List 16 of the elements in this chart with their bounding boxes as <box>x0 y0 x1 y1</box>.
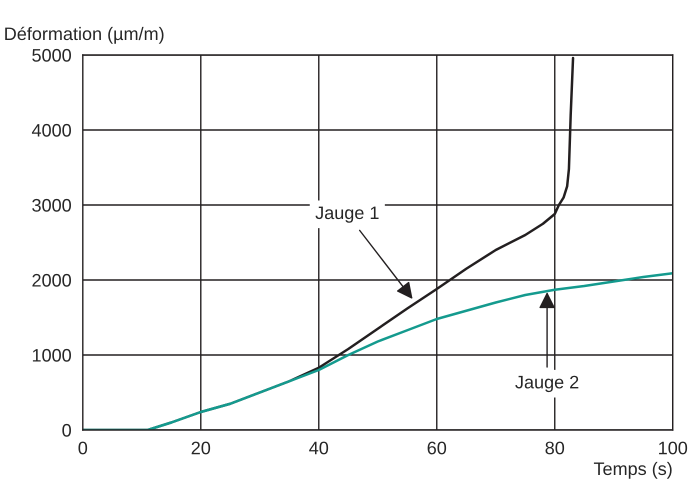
y-tick-label: 5000 <box>32 48 71 62</box>
annotation: Jauge 2 <box>515 376 578 392</box>
x-tick-label: 40 <box>309 442 328 454</box>
x-tick-label: 20 <box>192 442 210 454</box>
y-tick-label: 0 <box>62 424 71 437</box>
x-tick-label: 100 <box>659 442 688 454</box>
y-axis-title: Déformation (µm/m) <box>5 26 164 44</box>
y-tick-label: 3000 <box>32 198 71 212</box>
y-tick-label: 2000 <box>32 274 71 287</box>
x-tick-label: 60 <box>428 442 446 454</box>
x-tick-label: 0 <box>78 442 88 454</box>
y-tick-label: 4000 <box>32 124 71 137</box>
annotation: Jauge 1 <box>315 206 379 223</box>
x-tick-label: 80 <box>546 442 564 454</box>
x-axis-title: Temps (s) <box>594 462 672 479</box>
y-tick-label: 1000 <box>32 348 71 362</box>
